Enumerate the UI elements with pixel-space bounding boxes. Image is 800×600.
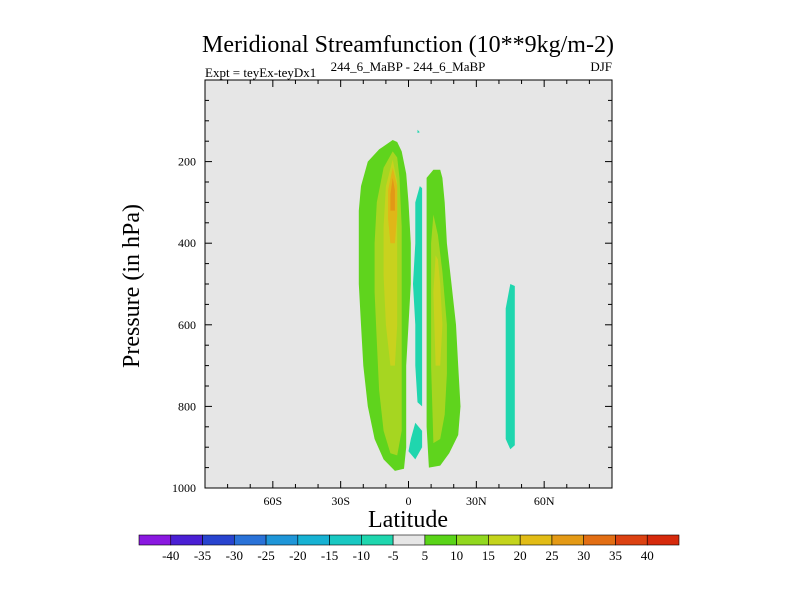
y-tick-label: 600 <box>178 318 196 332</box>
right-string: DJF <box>590 59 612 74</box>
colorbar-label: 35 <box>609 548 622 563</box>
colorbar-label: -30 <box>226 548 243 563</box>
colorbar-label: -40 <box>162 548 179 563</box>
colorbar-swatch <box>424 534 457 546</box>
contour-region-northern-cell-15 <box>433 255 443 366</box>
colorbar-swatch <box>583 534 616 546</box>
x-tick-label: 30S <box>331 494 350 508</box>
colorbar-swatch <box>329 534 362 546</box>
colorbar-swatch <box>392 534 426 546</box>
colorbar-label: -10 <box>353 548 370 563</box>
contour-region-negative-cell-central <box>413 186 423 407</box>
contour-region-negative-cell-surface <box>408 422 423 460</box>
colorbar-swatch <box>646 534 680 546</box>
x-axis-label: Latitude <box>368 507 448 533</box>
colorbar-label: 25 <box>545 548 558 563</box>
x-tick-label: 60S <box>263 494 282 508</box>
y-tick-label: 800 <box>178 399 196 413</box>
colorbar: -40 -35 -30 -25 -20 -15 -10 -5 5 10 15 20 25 30 35 40 <box>138 534 680 563</box>
colorbar-label: 30 <box>577 548 590 563</box>
contour-regions <box>358 129 515 471</box>
colorbar-label: -5 <box>388 548 399 563</box>
x-tick-label: 30N <box>466 494 487 508</box>
chart-title: Meridional Streamfunction (10**9kg/m-2) <box>202 32 614 58</box>
colorbar-label: 10 <box>450 548 463 563</box>
y-tick-label: 400 <box>178 236 196 250</box>
center-string: 244_6_MaBP - 244_6_MaBP <box>331 59 486 74</box>
colorbar-swatch <box>202 534 235 546</box>
colorbar-swatch <box>170 534 203 546</box>
colorbar-swatch <box>615 534 648 546</box>
contour-region-negative-cell-tiny <box>417 129 420 133</box>
x-tick-label: 0 <box>406 494 412 508</box>
x-tick-label: 60N <box>534 494 555 508</box>
colorbar-swatch <box>297 534 330 546</box>
colorbar-swatch <box>361 534 394 546</box>
colorbar-label: -35 <box>194 548 211 563</box>
colorbar-label: 40 <box>641 548 654 563</box>
colorbar-label: -25 <box>257 548 274 563</box>
y-axis-ticks: 200 400 600 800 1000 <box>172 79 612 495</box>
colorbar-label: 5 <box>422 548 429 563</box>
left-string: Expt = teyEx-teyDx1 <box>205 65 316 80</box>
colorbar-label: 20 <box>514 548 527 563</box>
y-tick-label: 1000 <box>172 481 196 495</box>
colorbar-swatch <box>456 534 489 546</box>
colorbar-label: -15 <box>321 548 338 563</box>
colorbar-label: -20 <box>289 548 306 563</box>
colorbar-swatch <box>488 534 521 546</box>
colorbar-swatch <box>265 534 299 546</box>
contour-region-negative-cell-north <box>505 284 515 450</box>
colorbar-swatch <box>138 534 172 546</box>
y-axis-label: Pressure (in hPa) <box>119 204 145 368</box>
colorbar-swatch <box>551 534 585 546</box>
x-axis-ticks: 60S 30S 0 30N 60N <box>204 80 613 508</box>
y-tick-label: 200 <box>178 155 196 169</box>
colorbar-swatch <box>519 534 553 546</box>
colorbar-swatch <box>233 534 267 546</box>
contour-region-southern-cell-25 <box>390 177 395 211</box>
colorbar-label: 15 <box>482 548 495 563</box>
